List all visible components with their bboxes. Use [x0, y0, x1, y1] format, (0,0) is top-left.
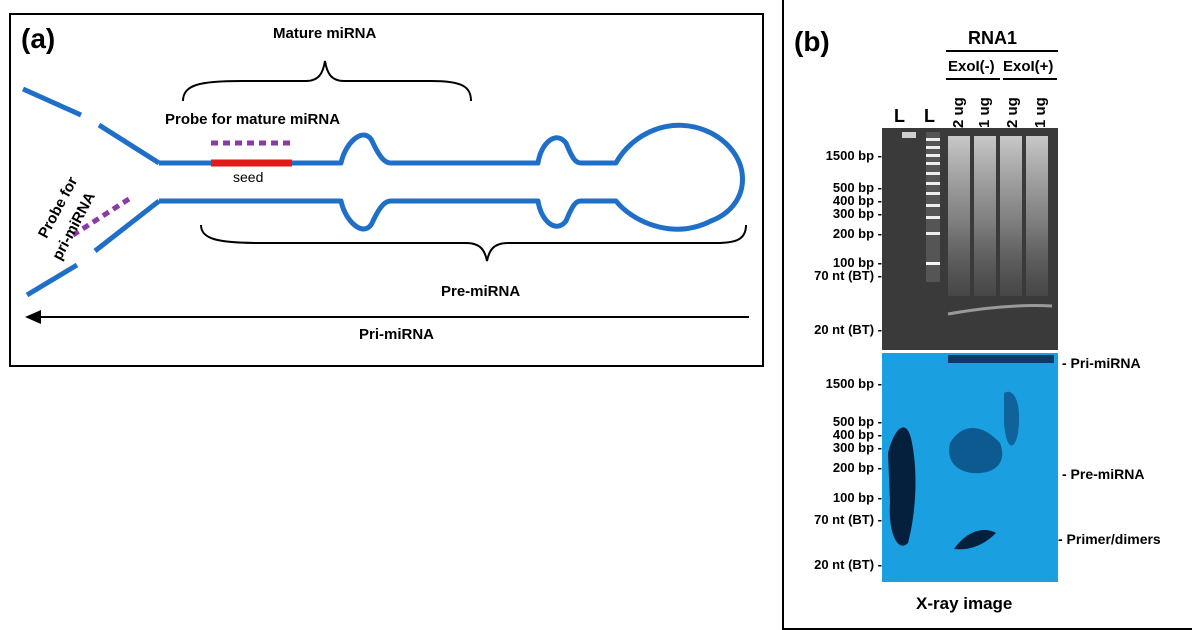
panel-a-letter: (a): [21, 23, 56, 54]
group-exo-plus: ExoI(+): [1003, 58, 1054, 75]
smear-lane-3: [948, 136, 970, 296]
ladder-band: [926, 216, 940, 219]
sample-header: RNA1: [968, 28, 1018, 48]
xray-pre-smear-2: [1004, 391, 1020, 446]
xray-caption: X-ray image: [916, 594, 1013, 613]
smear-lane-4: [974, 136, 996, 296]
lane-label-5: 2 ug: [1004, 97, 1021, 128]
gel-marker-200: 200 bp -: [832, 226, 882, 241]
group-exo-minus: ExoI(-): [948, 58, 995, 75]
ladder-band: [926, 162, 940, 165]
pri-arrow-head: [25, 310, 41, 324]
band-label-pre: - Pre-miRNA: [1062, 466, 1145, 482]
mature-brace: [182, 60, 472, 102]
ladder-band: [926, 138, 940, 141]
ladder-band: [926, 154, 940, 157]
label-pre-mirna: Pre-miRNA: [441, 283, 521, 300]
xray-pre-smear: [949, 428, 1003, 474]
arm-bottom: [93, 199, 161, 253]
xray-ladder-blob: [888, 427, 916, 546]
label-seed: seed: [233, 169, 264, 185]
xray-marker-100: 100 bp -: [832, 490, 882, 505]
gel-marker-20: 20 nt (BT) -: [814, 322, 882, 337]
xray-bands-art: [888, 355, 1054, 550]
xray-marker-500: 500 bp -: [832, 414, 882, 429]
xray-marker-200: 200 bp -: [832, 460, 882, 475]
smear-lane-5: [1000, 136, 1022, 296]
xray-marker-400: 400 bp -: [832, 427, 882, 442]
ladder-band: [926, 182, 940, 185]
gel-marker-70: 70 nt (BT) -: [814, 268, 882, 283]
band-label-pri: - Pri-miRNA: [1062, 355, 1141, 371]
band-label-primer: - Primer/dimers: [1058, 531, 1161, 547]
label-pri-mirna: Pri-miRNA: [359, 326, 435, 343]
lane-label-6: 1 ug: [1032, 97, 1049, 128]
lane-label-2: L: [924, 106, 935, 126]
arm-top-dash: [21, 86, 83, 118]
ladder-band: [926, 232, 940, 235]
gel-marker-500: 500 bp -: [832, 180, 882, 195]
label-probe-mature: Probe for mature miRNA: [165, 111, 341, 128]
ladder-band: [926, 204, 940, 207]
gel-marker-300: 300 bp -: [832, 206, 882, 221]
smear-lane-6: [1026, 136, 1048, 296]
gel-well-1: [902, 132, 916, 138]
gel-front: [947, 303, 1053, 316]
gel-lanes: [902, 132, 1053, 316]
xray-image: [882, 353, 1058, 582]
xray-marker-70: 70 nt (BT) -: [814, 512, 882, 527]
arm-bottom-dash: [25, 262, 79, 298]
xray-primer-blob: [954, 530, 996, 550]
pre-brace: [200, 224, 747, 262]
xray-marker-1500: 1500 bp -: [825, 376, 882, 391]
panel-b-letter: (b): [794, 26, 830, 57]
lane-label-4: 1 ug: [976, 97, 993, 128]
group-exo-minus-line: [946, 78, 1000, 80]
gel-marker-1500: 1500 bp -: [825, 148, 882, 163]
mirna-diagram: [21, 60, 749, 324]
arm-top: [97, 122, 161, 166]
xray-marker-300: 300 bp -: [832, 440, 882, 455]
ladder-band: [926, 262, 940, 265]
label-mature-mirna: Mature miRNA: [273, 25, 377, 42]
gel-marker-400: 400 bp -: [832, 193, 882, 208]
xray-top-band: [948, 355, 1054, 363]
ladder-band: [926, 146, 940, 149]
panel-a: (a) Mature miRNA Probe for mature miRNA …: [9, 13, 764, 367]
upper-strand: [159, 122, 745, 232]
gel-image: [882, 128, 1058, 350]
ladder-band: [926, 192, 940, 195]
xray-marker-20: 20 nt (BT) -: [814, 557, 882, 572]
ladder-band: [926, 172, 940, 175]
gel-marker-100: 100 bp -: [832, 255, 882, 270]
lane-label-1: L: [894, 106, 905, 126]
sample-header-line: [946, 50, 1058, 52]
group-exo-plus-line: [1003, 78, 1057, 80]
lane-label-3: 2 ug: [950, 97, 967, 128]
